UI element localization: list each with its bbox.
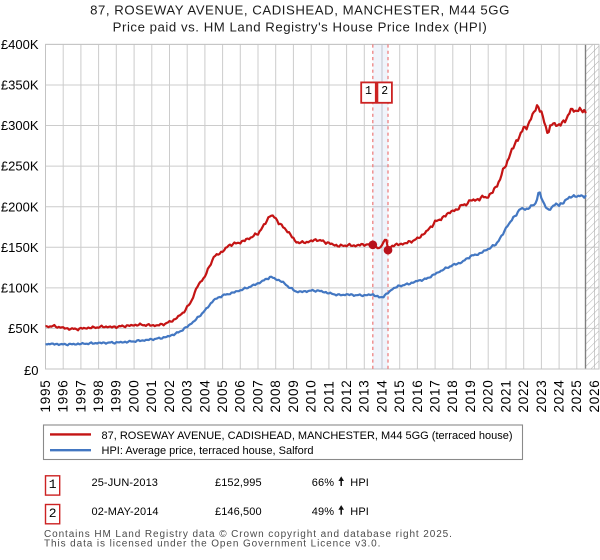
- svg-text:2011: 2011: [321, 380, 336, 412]
- svg-text:£300K: £300K: [1, 118, 39, 133]
- svg-text:2026: 2026: [587, 379, 600, 412]
- svg-text:HPI: Average price, terraced h: HPI: Average price, terraced house, Salf…: [102, 445, 314, 457]
- svg-text:2013: 2013: [357, 379, 372, 412]
- svg-text:87, ROSEWAY AVENUE, CADISHEAD,: 87, ROSEWAY AVENUE, CADISHEAD, MANCHESTE…: [102, 430, 513, 442]
- svg-text:£150K: £150K: [1, 240, 39, 255]
- svg-text:2017: 2017: [428, 379, 443, 412]
- svg-text:2002: 2002: [162, 379, 177, 412]
- svg-text:2007: 2007: [250, 379, 265, 412]
- svg-text:87, ROSEWAY AVENUE, CADISHEAD,: 87, ROSEWAY AVENUE, CADISHEAD, MANCHESTE…: [90, 3, 510, 18]
- svg-text:02-MAY-2014: 02-MAY-2014: [92, 506, 159, 518]
- svg-text:£152,995: £152,995: [215, 477, 262, 489]
- svg-text:2019: 2019: [463, 379, 478, 412]
- svg-text:2024: 2024: [552, 379, 567, 412]
- svg-text:Price paid vs. HM Land Registr: Price paid vs. HM Land Registry's House …: [113, 20, 488, 35]
- svg-text:2003: 2003: [180, 379, 195, 412]
- svg-text:2001: 2001: [144, 379, 159, 412]
- svg-text:49%: 49%: [312, 506, 334, 518]
- svg-text:66%: 66%: [312, 477, 334, 489]
- svg-text:2012: 2012: [339, 379, 354, 412]
- svg-text:This data is licensed under th: This data is licensed under the Open Gov…: [44, 539, 381, 550]
- svg-text:1995: 1995: [38, 379, 53, 412]
- svg-text:Contains HM Land Registry data: Contains HM Land Registry data © Crown c…: [44, 529, 453, 540]
- svg-text:1999: 1999: [109, 379, 124, 412]
- svg-text:2008: 2008: [268, 379, 283, 412]
- svg-text:£50K: £50K: [8, 321, 39, 336]
- svg-text:2004: 2004: [197, 379, 212, 412]
- svg-text:£250K: £250K: [1, 159, 39, 174]
- svg-text:2015: 2015: [392, 379, 407, 412]
- svg-text:1998: 1998: [91, 379, 106, 412]
- svg-text:2025: 2025: [569, 379, 584, 412]
- svg-text:£100K: £100K: [1, 281, 39, 296]
- svg-text:2021: 2021: [498, 379, 513, 412]
- svg-text:HPI: HPI: [350, 506, 369, 518]
- svg-text:2010: 2010: [304, 379, 319, 412]
- svg-text:1996: 1996: [56, 379, 71, 412]
- svg-text:2: 2: [381, 85, 388, 98]
- svg-text:HPI: HPI: [350, 477, 369, 489]
- svg-text:2000: 2000: [127, 379, 142, 412]
- svg-text:2022: 2022: [516, 379, 531, 412]
- svg-text:2: 2: [49, 506, 57, 521]
- svg-text:£0: £0: [24, 363, 38, 378]
- svg-text:1997: 1997: [73, 379, 88, 412]
- svg-text:2006: 2006: [233, 379, 248, 412]
- svg-text:2009: 2009: [286, 379, 301, 412]
- svg-text:25-JUN-2013: 25-JUN-2013: [92, 477, 159, 489]
- svg-text:2018: 2018: [445, 379, 460, 412]
- svg-text:1: 1: [49, 477, 57, 492]
- svg-text:£200K: £200K: [1, 199, 39, 214]
- svg-text:2014: 2014: [374, 379, 389, 412]
- svg-text:£350K: £350K: [1, 78, 39, 93]
- svg-text:2020: 2020: [481, 379, 496, 412]
- svg-text:1: 1: [365, 85, 372, 98]
- svg-text:2016: 2016: [410, 379, 425, 412]
- svg-text:2023: 2023: [534, 379, 549, 412]
- svg-text:2005: 2005: [215, 379, 230, 412]
- svg-text:£146,500: £146,500: [215, 506, 262, 518]
- svg-text:£400K: £400K: [1, 37, 39, 52]
